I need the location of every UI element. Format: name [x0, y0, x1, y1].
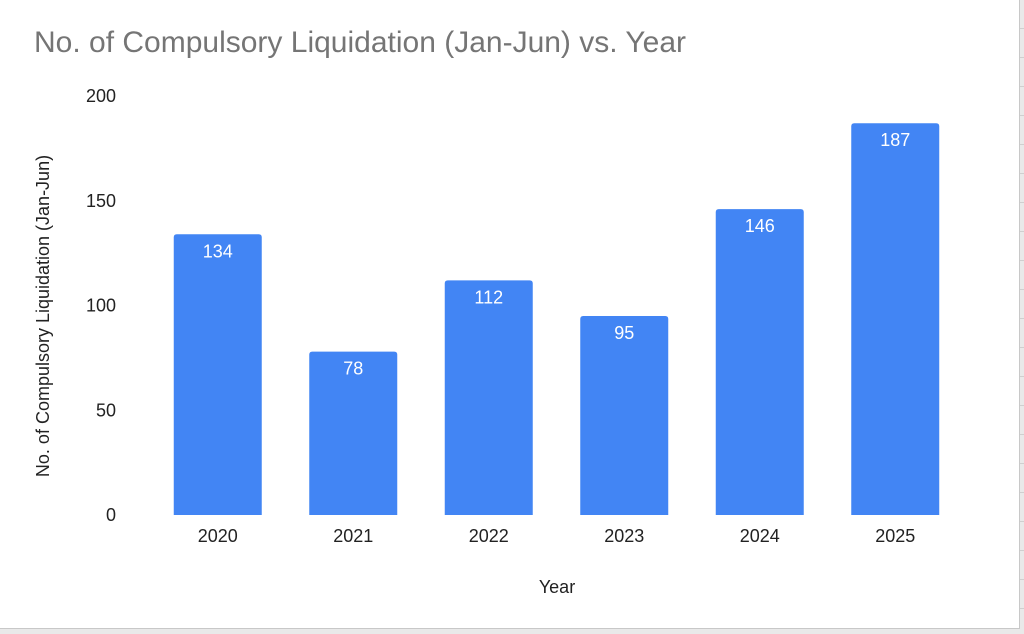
chart-title: No. of Compulsory Liquidation (Jan-Jun) …: [34, 26, 687, 59]
y-tick-label: 150: [86, 191, 116, 211]
y-tick-label: 0: [106, 505, 116, 525]
x-tick-label: 2020: [198, 526, 238, 546]
sheet-grid-edge: [1020, 0, 1024, 634]
bar-2023: [580, 315, 669, 515]
bars: 134 78 112 95 146 187: [173, 123, 940, 516]
bar-2022: [444, 280, 533, 515]
x-tick-label: 2022: [469, 526, 509, 546]
x-axis-title: Year: [539, 577, 575, 597]
bar-data-label: 95: [614, 323, 634, 343]
bar-2020: [173, 234, 262, 515]
bar-data-label: 187: [880, 130, 910, 150]
bar-2021: [309, 351, 398, 515]
bar-data-label: 78: [343, 359, 363, 379]
x-tick-label: 2025: [875, 526, 915, 546]
bar-data-label: 112: [474, 287, 503, 307]
y-tick-label: 50: [96, 400, 116, 420]
y-axis-ticks: 0 50 100 150 200: [86, 86, 116, 525]
x-axis-ticks: 2020 2021 2022 2023 2024 2025: [198, 526, 916, 546]
y-tick-label: 100: [86, 296, 116, 316]
y-tick-label: 200: [86, 86, 116, 106]
x-tick-label: 2021: [333, 526, 373, 546]
bar-data-label: 146: [745, 216, 775, 236]
bar-2025: [851, 123, 940, 516]
bar-data-label: 134: [203, 241, 233, 261]
x-tick-label: 2023: [604, 526, 644, 546]
x-tick-label: 2024: [740, 526, 780, 546]
y-axis-title: No. of Compulsory Liquidation (Jan-Jun): [33, 155, 53, 477]
bar-2024: [715, 209, 804, 515]
